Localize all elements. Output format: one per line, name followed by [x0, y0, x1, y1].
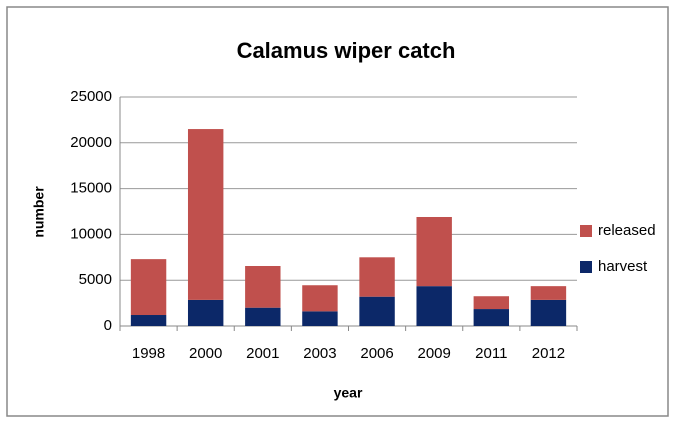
chart-title: Calamus wiper catch	[237, 38, 456, 63]
legend-swatch	[580, 225, 592, 237]
legend-label: harvest	[598, 258, 648, 275]
bar-segment	[245, 307, 281, 326]
x-tick-label: 2000	[189, 345, 222, 362]
bar-segment	[416, 286, 452, 326]
bar-segment	[473, 309, 510, 326]
y-tick-label: 10000	[70, 225, 112, 242]
x-axis-label: year	[334, 385, 363, 401]
bar-segment	[530, 299, 567, 326]
x-tick-label: 2011	[475, 345, 507, 362]
y-tick-label: 20000	[70, 134, 112, 151]
bar-segment	[473, 296, 510, 310]
x-tick-label: 2001	[246, 345, 279, 362]
x-tick-label: 1998	[132, 345, 165, 362]
bar-segment	[302, 285, 338, 312]
x-tick-label: 2012	[532, 345, 565, 362]
bar-segment	[187, 129, 224, 300]
y-tick-label: 0	[104, 317, 112, 334]
bar-segment	[359, 296, 395, 326]
bar-segment	[130, 259, 167, 316]
bar-segment	[416, 216, 452, 287]
y-tick-label: 25000	[70, 88, 112, 105]
y-axis-label: number	[31, 186, 47, 238]
bar-segment	[130, 315, 167, 326]
bar-segment	[302, 311, 338, 326]
legend-label: released	[598, 222, 656, 239]
chart-frame	[6, 6, 669, 417]
x-tick-label: 2009	[418, 345, 451, 362]
y-tick-label: 15000	[70, 180, 112, 197]
x-tick-label: 2003	[303, 345, 336, 362]
bar-segment	[245, 266, 281, 308]
x-tick-label: 2006	[360, 345, 393, 362]
bar-segment	[359, 257, 395, 297]
bar-segment	[530, 286, 567, 300]
y-tick-label: 5000	[79, 271, 112, 288]
bar-segment	[187, 299, 224, 326]
legend-swatch	[580, 261, 592, 273]
